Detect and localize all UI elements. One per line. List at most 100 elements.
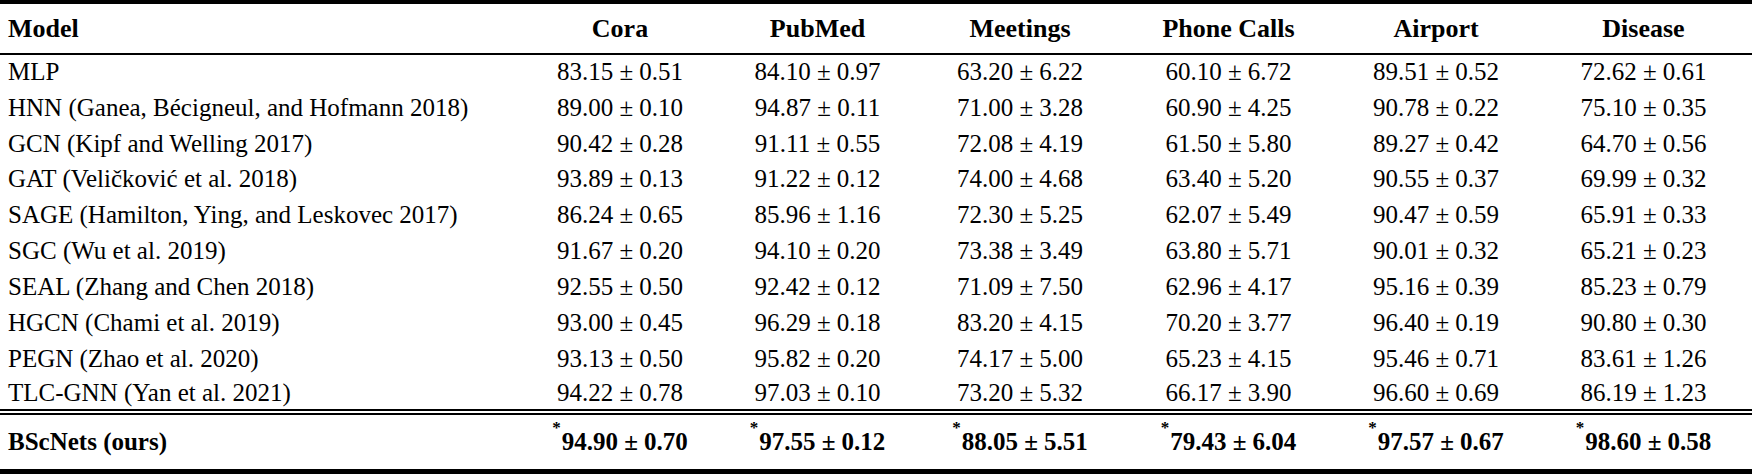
cell-meetings: 83.20 ± 4.15: [920, 305, 1120, 341]
cell-airport: 90.01 ± 0.32: [1337, 233, 1535, 269]
cell-cora: 93.00 ± 0.45: [525, 305, 715, 341]
model-name: BScNets (ours): [0, 412, 525, 471]
cell-cora: 89.00 ± 0.10: [525, 90, 715, 126]
cell-airport: 96.40 ± 0.19: [1337, 305, 1535, 341]
column-header-phone-calls: Phone Calls: [1120, 2, 1337, 54]
cell-phone-calls: 63.40 ± 5.20: [1120, 162, 1337, 198]
results-table: Model Cora PubMed Meetings Phone Calls A…: [0, 0, 1752, 474]
model-name: MLP: [0, 54, 525, 90]
cell-disease: 65.91 ± 0.33: [1535, 197, 1752, 233]
table-row-gat: GAT (Veličković et al. 2018) 93.89 ± 0.1…: [0, 162, 1752, 198]
cell-value: 97.55 ± 0.12: [759, 428, 885, 455]
cell-disease: 85.23 ± 0.79: [1535, 269, 1752, 305]
cell-phone-calls: 66.17 ± 3.90: [1120, 377, 1337, 413]
column-header-pubmed: PubMed: [715, 2, 920, 54]
cell-airport: 95.46 ± 0.71: [1337, 341, 1535, 377]
best-result-marker: *: [952, 418, 961, 437]
cell-meetings: 72.08 ± 4.19: [920, 126, 1120, 162]
cell-cora: 93.89 ± 0.13: [525, 162, 715, 198]
best-result-marker: *: [750, 418, 759, 437]
cell-pubmed: 95.82 ± 0.20: [715, 341, 920, 377]
cell-value: 94.90 ± 0.70: [562, 428, 688, 455]
cell-airport: 89.27 ± 0.42: [1337, 126, 1535, 162]
cell-phone-calls: 70.20 ± 3.77: [1120, 305, 1337, 341]
cell-disease: *98.60 ± 0.58: [1535, 412, 1752, 471]
table-row-bscnets-ours: BScNets (ours) *94.90 ± 0.70 *97.55 ± 0.…: [0, 412, 1752, 471]
cell-airport: 90.47 ± 0.59: [1337, 197, 1535, 233]
cell-cora: 90.42 ± 0.28: [525, 126, 715, 162]
cell-pubmed: 84.10 ± 0.97: [715, 54, 920, 90]
cell-value: 79.43 ± 6.04: [1170, 428, 1296, 455]
column-header-disease: Disease: [1535, 2, 1752, 54]
cell-airport: 90.55 ± 0.37: [1337, 162, 1535, 198]
cell-cora: 86.24 ± 0.65: [525, 197, 715, 233]
table-row-hgcn: HGCN (Chami et al. 2019) 93.00 ± 0.45 96…: [0, 305, 1752, 341]
cell-phone-calls: 60.90 ± 4.25: [1120, 90, 1337, 126]
cell-pubmed: 94.87 ± 0.11: [715, 90, 920, 126]
cell-phone-calls: 61.50 ± 5.80: [1120, 126, 1337, 162]
model-name: PEGN (Zhao et al. 2020): [0, 341, 525, 377]
model-name: HNN (Ganea, Bécigneul, and Hofmann 2018): [0, 90, 525, 126]
best-result-marker: *: [1368, 418, 1377, 437]
cell-disease: 75.10 ± 0.35: [1535, 90, 1752, 126]
cell-meetings: 72.30 ± 5.25: [920, 197, 1120, 233]
cell-pubmed: 92.42 ± 0.12: [715, 269, 920, 305]
model-name: SGC (Wu et al. 2019): [0, 233, 525, 269]
table-row-sage: SAGE (Hamilton, Ying, and Leskovec 2017)…: [0, 197, 1752, 233]
cell-phone-calls: 63.80 ± 5.71: [1120, 233, 1337, 269]
cell-pubmed: 91.22 ± 0.12: [715, 162, 920, 198]
best-result-marker: *: [552, 418, 561, 437]
cell-pubmed: 91.11 ± 0.55: [715, 126, 920, 162]
cell-phone-calls: 65.23 ± 4.15: [1120, 341, 1337, 377]
column-header-airport: Airport: [1337, 2, 1535, 54]
column-header-cora: Cora: [525, 2, 715, 54]
cell-phone-calls: 62.07 ± 5.49: [1120, 197, 1337, 233]
model-name: GCN (Kipf and Welling 2017): [0, 126, 525, 162]
cell-disease: 90.80 ± 0.30: [1535, 305, 1752, 341]
cell-phone-calls: *79.43 ± 6.04: [1120, 412, 1337, 471]
cell-meetings: *88.05 ± 5.51: [920, 412, 1120, 471]
cell-pubmed: 97.03 ± 0.10: [715, 377, 920, 413]
table-row-sgc: SGC (Wu et al. 2019) 91.67 ± 0.20 94.10 …: [0, 233, 1752, 269]
cell-pubmed: 94.10 ± 0.20: [715, 233, 920, 269]
model-name: TLC-GNN (Yan et al. 2021): [0, 377, 525, 413]
model-name: HGCN (Chami et al. 2019): [0, 305, 525, 341]
cell-meetings: 63.20 ± 6.22: [920, 54, 1120, 90]
model-name: SAGE (Hamilton, Ying, and Leskovec 2017): [0, 197, 525, 233]
cell-meetings: 71.00 ± 3.28: [920, 90, 1120, 126]
table-row-mlp: MLP 83.15 ± 0.51 84.10 ± 0.97 63.20 ± 6.…: [0, 54, 1752, 90]
cell-cora: *94.90 ± 0.70: [525, 412, 715, 471]
cell-cora: 94.22 ± 0.78: [525, 377, 715, 413]
header-row: Model Cora PubMed Meetings Phone Calls A…: [0, 2, 1752, 54]
table-row-pegn: PEGN (Zhao et al. 2020) 93.13 ± 0.50 95.…: [0, 341, 1752, 377]
cell-meetings: 74.17 ± 5.00: [920, 341, 1120, 377]
table-row-tlc-gnn: TLC-GNN (Yan et al. 2021) 94.22 ± 0.78 9…: [0, 377, 1752, 413]
cell-meetings: 73.20 ± 5.32: [920, 377, 1120, 413]
table-row-gcn: GCN (Kipf and Welling 2017) 90.42 ± 0.28…: [0, 126, 1752, 162]
model-name: GAT (Veličković et al. 2018): [0, 162, 525, 198]
cell-disease: 64.70 ± 0.56: [1535, 126, 1752, 162]
best-result-marker: *: [1576, 418, 1585, 437]
table-row-seal: SEAL (Zhang and Chen 2018) 92.55 ± 0.50 …: [0, 269, 1752, 305]
cell-airport: 90.78 ± 0.22: [1337, 90, 1535, 126]
cell-meetings: 73.38 ± 3.49: [920, 233, 1120, 269]
cell-pubmed: 96.29 ± 0.18: [715, 305, 920, 341]
cell-cora: 91.67 ± 0.20: [525, 233, 715, 269]
cell-airport: 89.51 ± 0.52: [1337, 54, 1535, 90]
cell-value: 98.60 ± 0.58: [1585, 428, 1711, 455]
cell-meetings: 74.00 ± 4.68: [920, 162, 1120, 198]
cell-disease: 65.21 ± 0.23: [1535, 233, 1752, 269]
cell-disease: 86.19 ± 1.23: [1535, 377, 1752, 413]
model-name: SEAL (Zhang and Chen 2018): [0, 269, 525, 305]
cell-value: 88.05 ± 5.51: [962, 428, 1088, 455]
cell-disease: 72.62 ± 0.61: [1535, 54, 1752, 90]
cell-pubmed: *97.55 ± 0.12: [715, 412, 920, 471]
cell-airport: 96.60 ± 0.69: [1337, 377, 1535, 413]
column-header-model: Model: [0, 2, 525, 54]
table-row-hnn: HNN (Ganea, Bécigneul, and Hofmann 2018)…: [0, 90, 1752, 126]
best-result-marker: *: [1161, 418, 1170, 437]
cell-value: 97.57 ± 0.67: [1378, 428, 1504, 455]
cell-disease: 69.99 ± 0.32: [1535, 162, 1752, 198]
cell-phone-calls: 60.10 ± 6.72: [1120, 54, 1337, 90]
cell-airport: *97.57 ± 0.67: [1337, 412, 1535, 471]
